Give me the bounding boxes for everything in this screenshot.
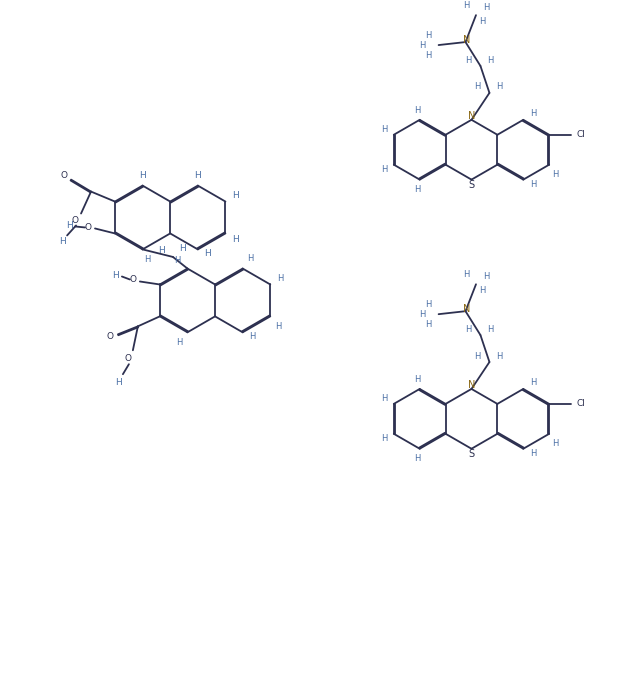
Text: H: H: [483, 3, 489, 12]
Text: H: H: [496, 352, 502, 361]
Text: N: N: [468, 380, 475, 390]
Text: O: O: [61, 171, 68, 180]
Text: H: H: [380, 125, 387, 134]
Text: H: H: [465, 56, 471, 64]
Text: H: H: [112, 271, 119, 280]
Text: H: H: [530, 109, 537, 119]
Text: H: H: [552, 439, 558, 448]
Text: H: H: [483, 272, 489, 281]
Text: H: H: [487, 325, 494, 334]
Text: H: H: [474, 83, 481, 92]
Text: H: H: [179, 245, 186, 254]
Text: H: H: [275, 322, 281, 331]
Text: H: H: [487, 56, 494, 64]
Text: O: O: [71, 216, 78, 225]
Text: H: H: [420, 41, 426, 49]
Text: N: N: [463, 35, 470, 45]
Text: O: O: [106, 332, 114, 341]
Text: H: H: [195, 171, 201, 180]
Text: H: H: [425, 319, 432, 329]
Text: H: H: [425, 300, 432, 308]
Text: H: H: [552, 170, 558, 179]
Text: H: H: [463, 270, 469, 279]
Text: H: H: [232, 191, 239, 200]
Text: H: H: [465, 325, 471, 334]
Text: N: N: [468, 111, 475, 121]
Text: H: H: [174, 256, 181, 265]
Text: H: H: [425, 31, 432, 39]
Text: H: H: [420, 310, 426, 319]
Text: H: H: [248, 254, 254, 263]
Text: S: S: [468, 449, 475, 459]
Text: H: H: [479, 285, 485, 295]
Text: O: O: [130, 275, 137, 284]
Text: S: S: [468, 180, 475, 190]
Text: H: H: [479, 17, 485, 26]
Text: H: H: [425, 51, 432, 60]
Text: H: H: [59, 237, 66, 246]
Text: H: H: [157, 247, 164, 256]
Text: O: O: [125, 354, 131, 363]
Text: H: H: [415, 185, 421, 194]
Text: H: H: [116, 378, 123, 386]
Text: H: H: [380, 395, 387, 403]
Text: H: H: [139, 171, 146, 180]
Text: H: H: [144, 255, 151, 264]
Text: H: H: [277, 274, 283, 283]
Text: H: H: [204, 249, 211, 258]
Text: H: H: [530, 378, 537, 387]
Text: H: H: [176, 338, 183, 346]
Text: H: H: [474, 352, 481, 361]
Text: H: H: [530, 450, 537, 458]
Text: H: H: [415, 376, 421, 384]
Text: H: H: [380, 165, 387, 174]
Text: H: H: [66, 221, 73, 230]
Text: H: H: [232, 235, 239, 244]
Text: H: H: [415, 106, 421, 115]
Text: H: H: [380, 435, 387, 443]
Text: H: H: [250, 332, 256, 341]
Text: N: N: [463, 304, 470, 314]
Text: H: H: [415, 454, 421, 463]
Text: H: H: [496, 83, 502, 92]
Text: Cl: Cl: [576, 399, 585, 408]
Text: Cl: Cl: [576, 130, 585, 139]
Text: O: O: [85, 223, 92, 232]
Text: H: H: [530, 180, 537, 189]
Text: H: H: [463, 1, 469, 9]
